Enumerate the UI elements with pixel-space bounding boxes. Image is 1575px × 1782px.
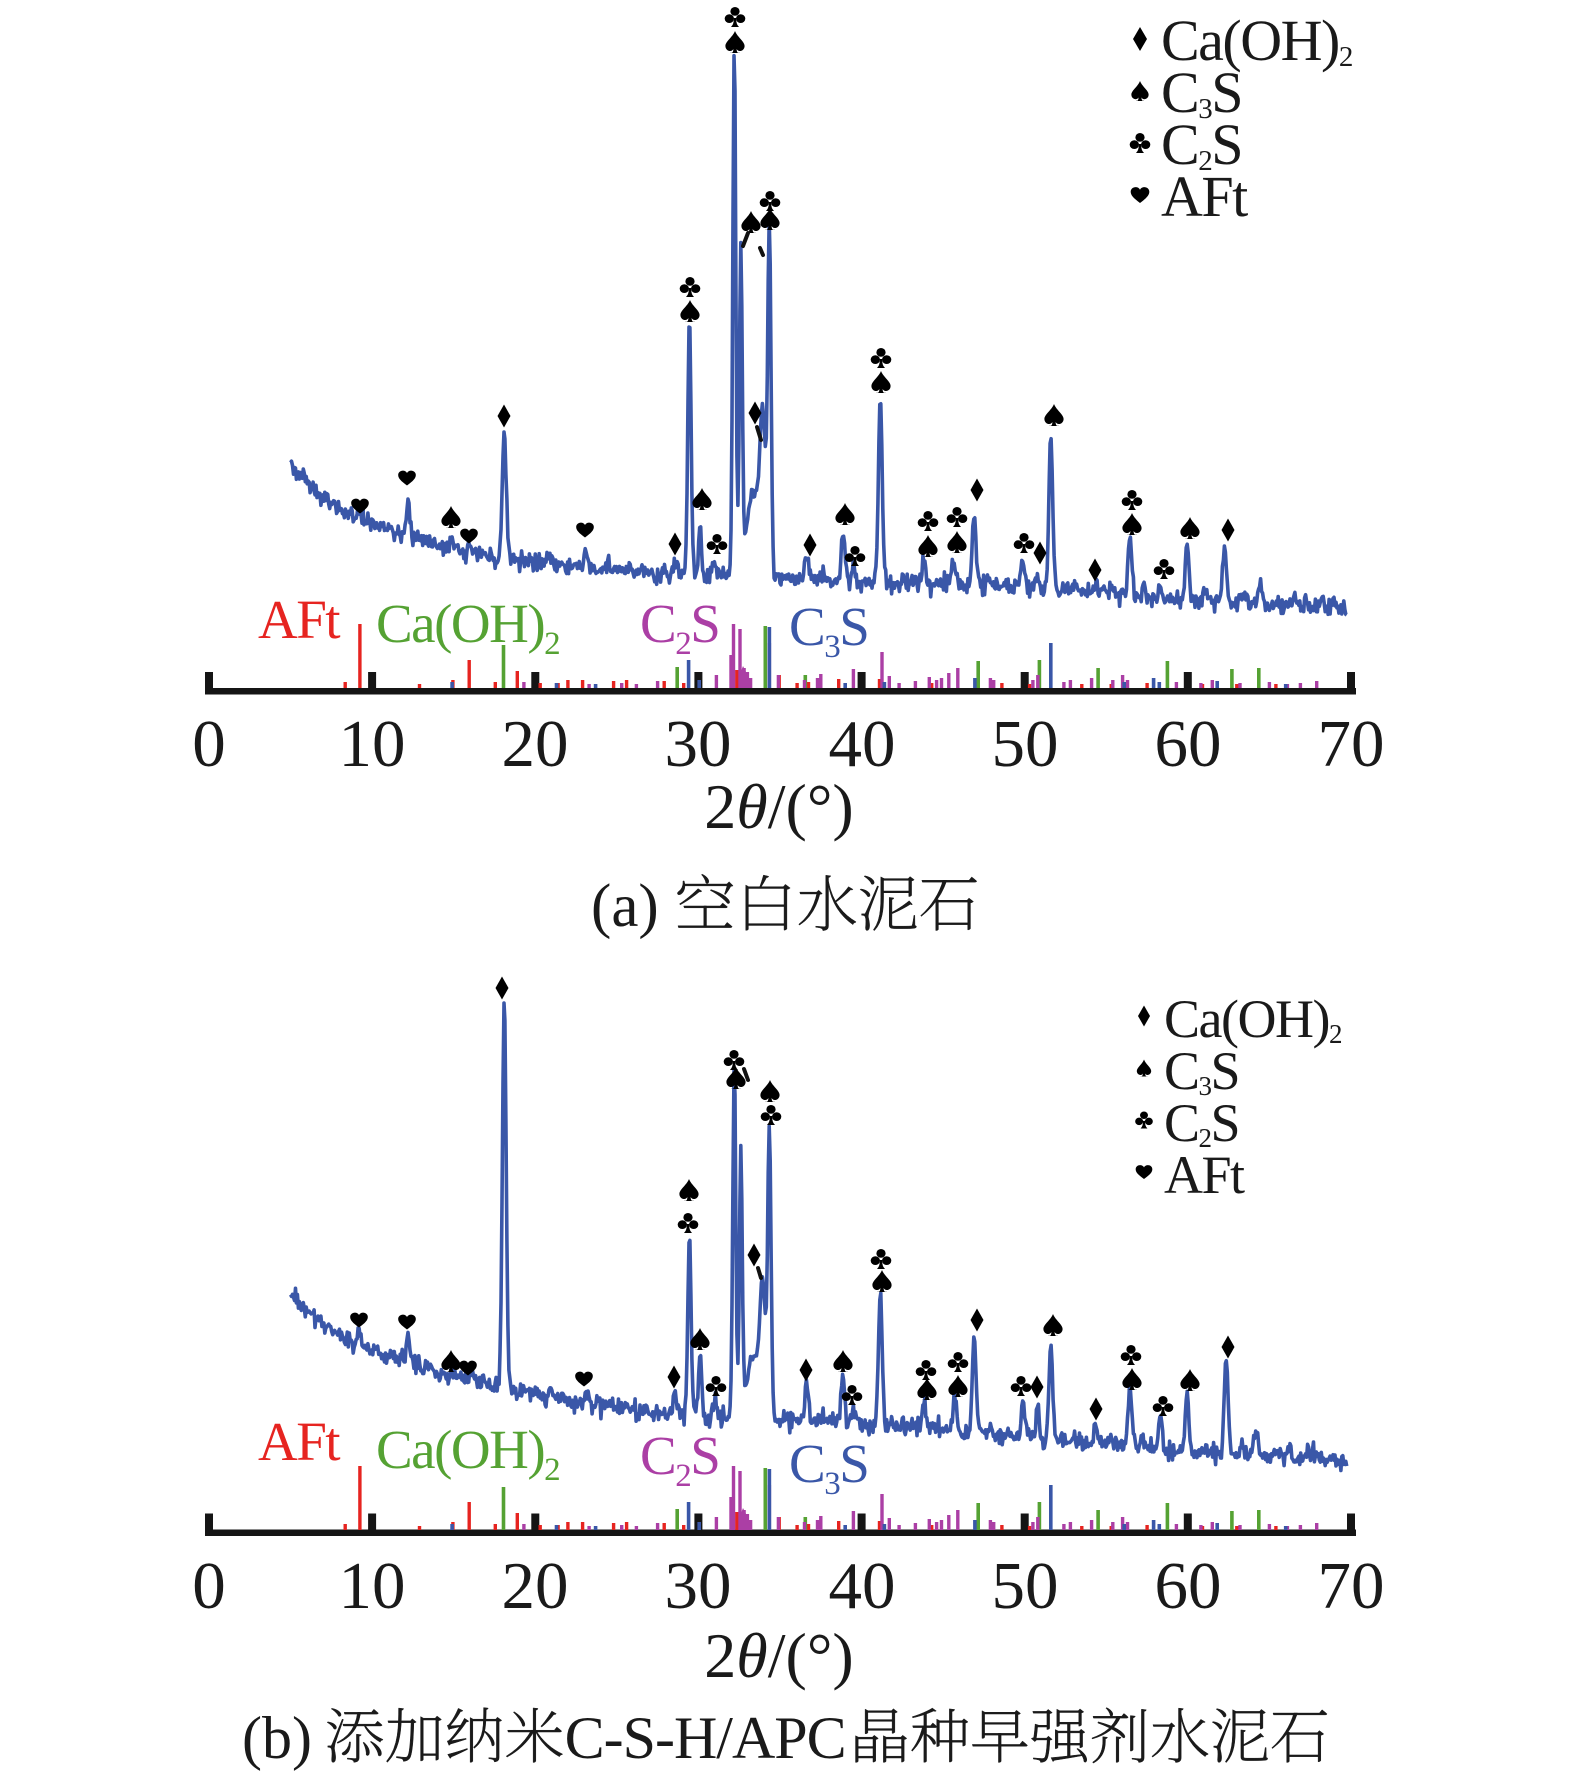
svg-text:10: 10 — [339, 1549, 406, 1623]
svg-text:C-S-H/APC: C-S-H/APC — [565, 1705, 846, 1771]
svg-text:C2S: C2S — [640, 593, 719, 662]
svg-text:(b): (b) — [242, 1705, 312, 1771]
svg-text:(a): (a) — [591, 873, 659, 940]
svg-text:30: 30 — [665, 1549, 732, 1623]
svg-text:0: 0 — [192, 1549, 226, 1623]
svg-text:AFt: AFt — [1161, 164, 1248, 229]
svg-text:50: 50 — [992, 1549, 1059, 1623]
svg-text:10: 10 — [339, 707, 406, 781]
svg-text:70: 70 — [1318, 1549, 1385, 1623]
svg-text:C2S: C2S — [1161, 112, 1242, 177]
svg-text:50: 50 — [992, 707, 1059, 781]
svg-text:C3S: C3S — [789, 596, 868, 665]
svg-text:30: 30 — [665, 707, 732, 781]
svg-text:AFt: AFt — [1164, 1145, 1245, 1205]
svg-text:40: 40 — [829, 707, 896, 781]
svg-text:20: 20 — [502, 707, 569, 781]
svg-text:AFt: AFt — [258, 1411, 340, 1472]
svg-text:40: 40 — [829, 1549, 896, 1623]
svg-text:AFt: AFt — [258, 589, 340, 650]
svg-text:Ca(OH)2: Ca(OH)2 — [376, 1419, 559, 1488]
svg-text:20: 20 — [502, 1549, 569, 1623]
svg-text:Ca(OH)2: Ca(OH)2 — [376, 593, 559, 662]
svg-text:Ca(OH)2: Ca(OH)2 — [1164, 989, 1342, 1049]
svg-text:60: 60 — [1155, 707, 1222, 781]
svg-text:Ca(OH)2: Ca(OH)2 — [1161, 8, 1352, 73]
svg-text:70: 70 — [1318, 707, 1385, 781]
svg-text:2θ/(°): 2θ/(°) — [704, 771, 853, 842]
svg-text:0: 0 — [192, 707, 226, 781]
svg-text:60: 60 — [1155, 1549, 1222, 1623]
svg-text:C3S: C3S — [1164, 1041, 1239, 1101]
svg-text:2θ/(°): 2θ/(°) — [704, 1620, 853, 1691]
